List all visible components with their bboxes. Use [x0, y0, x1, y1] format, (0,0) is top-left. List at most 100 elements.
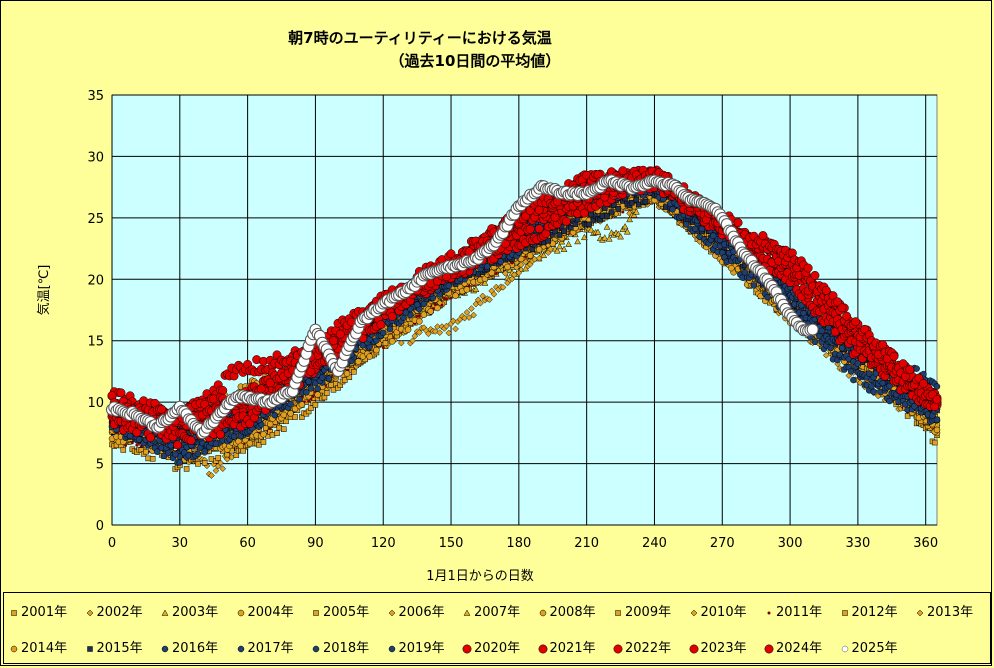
- data-point: [130, 441, 134, 445]
- data-point: [580, 233, 588, 241]
- data-point: [472, 285, 480, 293]
- data-point: [145, 455, 151, 462]
- data-point: [135, 443, 139, 447]
- data-point: [463, 309, 471, 316]
- data-point: [560, 245, 568, 252]
- data-point: [417, 314, 421, 318]
- data-point: [494, 272, 498, 276]
- data-points: [106, 165, 942, 479]
- data-point: [397, 339, 405, 347]
- data-point: [427, 308, 434, 315]
- data-point: [535, 254, 543, 262]
- data-point: [621, 223, 629, 230]
- data-point: [445, 329, 453, 337]
- data-point: [381, 345, 385, 349]
- data-point: [603, 223, 611, 230]
- data-point: [208, 456, 215, 462]
- data-point: [307, 399, 311, 403]
- data-point: [280, 411, 288, 419]
- data-point: [594, 228, 602, 235]
- data-point: [208, 472, 215, 479]
- data-point: [420, 311, 428, 318]
- data-point: [219, 465, 227, 472]
- data-point: [517, 261, 525, 269]
- data-point: [343, 370, 351, 377]
- data-point: [281, 426, 287, 432]
- data-point: [212, 467, 220, 474]
- data-point: [411, 332, 419, 340]
- data-point: [308, 405, 314, 411]
- data-point: [510, 271, 518, 279]
- data-point: [409, 337, 416, 345]
- data-point: [617, 233, 624, 240]
- data-point: [540, 251, 548, 259]
- data-point: [501, 270, 509, 277]
- data-point: [445, 297, 449, 301]
- data-point: [434, 304, 441, 312]
- data-point: [587, 226, 595, 233]
- data-point: [601, 234, 609, 241]
- data-point: [630, 211, 638, 218]
- data-point: [330, 387, 337, 393]
- data-point: [526, 252, 534, 259]
- data-point: [260, 439, 267, 445]
- data-point: [215, 455, 221, 461]
- data-point: [470, 311, 477, 319]
- data-point: [373, 346, 380, 354]
- data-point: [443, 322, 450, 330]
- data-point: [366, 353, 373, 360]
- data-point: [314, 391, 321, 398]
- data-point: [452, 292, 459, 299]
- data-point: [524, 255, 528, 259]
- data-point: [623, 228, 631, 235]
- data-point: [328, 382, 334, 388]
- data-point: [404, 326, 412, 333]
- data-point: [195, 461, 201, 467]
- data-point: [149, 456, 156, 462]
- data-point: [468, 305, 475, 312]
- data-point: [574, 237, 582, 245]
- data-point: [201, 460, 208, 466]
- data-point: [434, 323, 441, 331]
- data-point: [276, 424, 283, 431]
- data-point: [626, 215, 634, 223]
- data-point: [449, 317, 457, 325]
- data-point: [120, 447, 127, 453]
- data-point: [452, 325, 459, 333]
- data-point: [486, 296, 493, 303]
- data-point: [183, 466, 190, 472]
- data-point: [556, 242, 563, 250]
- data-point: [463, 286, 471, 293]
- data-point: [515, 269, 523, 277]
- data-point: [416, 318, 423, 325]
- data-point: [490, 290, 498, 298]
- data-point: [425, 330, 432, 338]
- data-point: [517, 265, 525, 272]
- data-point: [237, 442, 245, 450]
- data-point: [632, 208, 640, 215]
- data-point: [465, 314, 473, 321]
- data-point: [274, 430, 280, 436]
- data-point: [312, 402, 319, 408]
- data-point: [931, 439, 938, 446]
- data-point: [499, 284, 507, 291]
- data-point: [287, 410, 294, 417]
- data-point: [389, 338, 396, 345]
- chart-svg: 0 30 60 90 120 150 180 210 240 270 300 330 360051015…: [36, 29, 942, 584]
- data-point: [355, 358, 362, 365]
- data-point: [513, 264, 520, 271]
- data-point: [477, 299, 484, 307]
- data-point: [504, 263, 511, 271]
- data-point: [553, 247, 561, 254]
- data-point: [565, 240, 572, 248]
- data-point: [351, 369, 357, 375]
- data-point: [605, 235, 613, 242]
- data-point: [143, 448, 149, 455]
- data-point: [260, 431, 267, 438]
- data-point: [292, 414, 298, 420]
- data-point: [269, 432, 276, 438]
- data-point: [382, 340, 389, 346]
- data-point: [266, 420, 274, 428]
- data-point: [323, 390, 330, 396]
